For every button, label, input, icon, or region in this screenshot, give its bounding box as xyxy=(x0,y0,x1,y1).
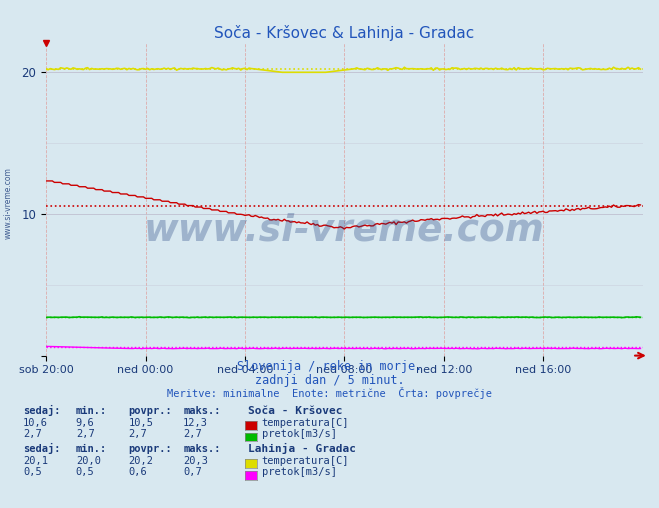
Text: 9,6: 9,6 xyxy=(76,418,94,428)
Text: 12,3: 12,3 xyxy=(183,418,208,428)
Text: www.si-vreme.com: www.si-vreme.com xyxy=(4,167,13,239)
Text: povpr.:: povpr.: xyxy=(129,444,172,454)
Text: min.:: min.: xyxy=(76,444,107,454)
Text: 0,6: 0,6 xyxy=(129,467,147,478)
Text: 20,0: 20,0 xyxy=(76,456,101,466)
Text: zadnji dan / 5 minut.: zadnji dan / 5 minut. xyxy=(254,373,405,387)
Text: Soča - Kršovec: Soča - Kršovec xyxy=(248,406,343,416)
Text: temperatura[C]: temperatura[C] xyxy=(262,456,349,466)
Text: sedaj:: sedaj: xyxy=(23,405,61,416)
Text: pretok[m3/s]: pretok[m3/s] xyxy=(262,429,337,439)
Text: povpr.:: povpr.: xyxy=(129,406,172,416)
Text: Slovenija / reke in morje.: Slovenija / reke in morje. xyxy=(237,360,422,373)
Text: Lahinja - Gradac: Lahinja - Gradac xyxy=(248,443,357,454)
Text: 10,6: 10,6 xyxy=(23,418,48,428)
Text: 10,5: 10,5 xyxy=(129,418,154,428)
Text: min.:: min.: xyxy=(76,406,107,416)
Text: 2,7: 2,7 xyxy=(183,429,202,439)
Text: 0,5: 0,5 xyxy=(76,467,94,478)
Text: 0,7: 0,7 xyxy=(183,467,202,478)
Text: 2,7: 2,7 xyxy=(129,429,147,439)
Text: 2,7: 2,7 xyxy=(23,429,42,439)
Text: 20,2: 20,2 xyxy=(129,456,154,466)
Text: 20,3: 20,3 xyxy=(183,456,208,466)
Text: 2,7: 2,7 xyxy=(76,429,94,439)
Title: Soča - Kršovec & Lahinja - Gradac: Soča - Kršovec & Lahinja - Gradac xyxy=(214,24,474,41)
Text: pretok[m3/s]: pretok[m3/s] xyxy=(262,467,337,478)
Text: maks.:: maks.: xyxy=(183,444,221,454)
Text: sedaj:: sedaj: xyxy=(23,443,61,454)
Text: 20,1: 20,1 xyxy=(23,456,48,466)
Text: temperatura[C]: temperatura[C] xyxy=(262,418,349,428)
Text: www.si-vreme.com: www.si-vreme.com xyxy=(144,213,545,248)
Text: maks.:: maks.: xyxy=(183,406,221,416)
Text: Meritve: minimalne  Enote: metrične  Črta: povprečje: Meritve: minimalne Enote: metrične Črta:… xyxy=(167,387,492,399)
Text: 0,5: 0,5 xyxy=(23,467,42,478)
